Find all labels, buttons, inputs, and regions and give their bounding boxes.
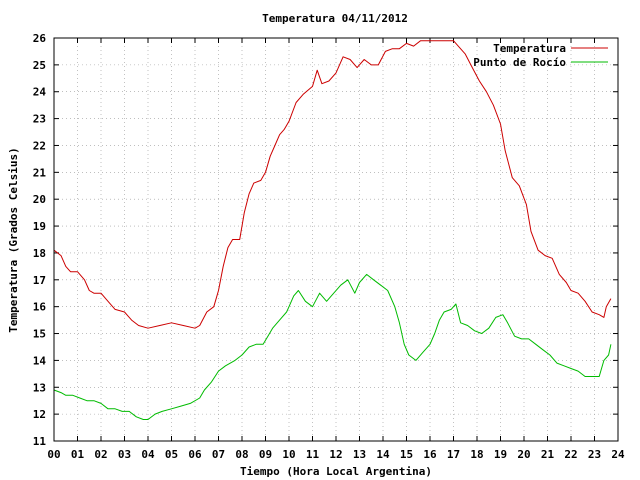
x-tick-label: 10: [282, 448, 295, 461]
series-group: [53, 40, 612, 420]
x-tick-label: 20: [517, 448, 530, 461]
y-tick-label: 24: [33, 86, 47, 99]
y-tick-label: 11: [33, 435, 47, 448]
x-tick-label: 08: [235, 448, 248, 461]
x-tick-label: 22: [564, 448, 577, 461]
y-tick-label: 18: [33, 247, 46, 260]
legend-label-punto-de-rocio: Punto de Rocío: [473, 56, 566, 69]
legend: Temperatura Punto de Rocío: [473, 42, 608, 69]
y-axis-ticks: 11 12 13 14 15 16 17 18 19 20 21 22 23 24 25 26: [33, 32, 618, 448]
y-tick-label: 26: [33, 32, 47, 45]
y-tick-label: 20: [33, 193, 46, 206]
x-tick-label: 15: [400, 448, 413, 461]
y-axis-label: Temperatura (Grados Celsius): [7, 147, 20, 332]
x-tick-label: 16: [423, 448, 437, 461]
x-tick-label: 24: [611, 448, 625, 461]
x-axis-ticks: 00 01 02 03 04 05 06 07 08 09 10 11 12 13 14 15 16 17 18 19…: [47, 38, 625, 461]
x-tick-label: 12: [329, 448, 342, 461]
x-axis-label: Tiempo (Hora Local Argentina): [240, 465, 432, 478]
x-tick-label: 09: [259, 448, 272, 461]
plot-frame: [53, 37, 619, 442]
x-tick-label: 03: [118, 448, 131, 461]
x-tick-label: 07: [212, 448, 225, 461]
x-tick-label: 13: [353, 448, 366, 461]
y-tick-label: 13: [33, 381, 46, 394]
x-tick-label: 23: [588, 448, 601, 461]
y-tick-label: 14: [33, 354, 47, 367]
series-line-punto-de-rocio: [53, 273, 612, 420]
x-tick-label: 06: [188, 448, 202, 461]
y-tick-label: 25: [33, 59, 46, 72]
x-tick-label: 02: [94, 448, 107, 461]
x-tick-label: 00: [47, 448, 60, 461]
x-tick-label: 17: [447, 448, 460, 461]
legend-label-temperatura: Temperatura: [493, 42, 566, 55]
chart-title: Temperatura 04/11/2012: [262, 12, 408, 25]
x-tick-label: 01: [71, 448, 85, 461]
x-tick-label: 11: [306, 448, 320, 461]
grid: [54, 38, 618, 441]
x-tick-label: 21: [541, 448, 555, 461]
x-tick-label: 19: [494, 448, 507, 461]
series-line-temperatura: [53, 40, 612, 329]
y-tick-label: 17: [33, 274, 46, 287]
y-tick-label: 23: [33, 113, 46, 126]
y-tick-label: 21: [33, 166, 47, 179]
x-tick-label: 14: [376, 448, 390, 461]
y-tick-label: 12: [33, 408, 46, 421]
y-tick-label: 22: [33, 139, 46, 152]
x-tick-label: 04: [141, 448, 155, 461]
x-tick-label: 18: [470, 448, 483, 461]
x-tick-label: 05: [165, 448, 178, 461]
y-tick-label: 16: [33, 301, 47, 314]
y-tick-label: 19: [33, 220, 46, 233]
y-tick-label: 15: [33, 328, 46, 341]
